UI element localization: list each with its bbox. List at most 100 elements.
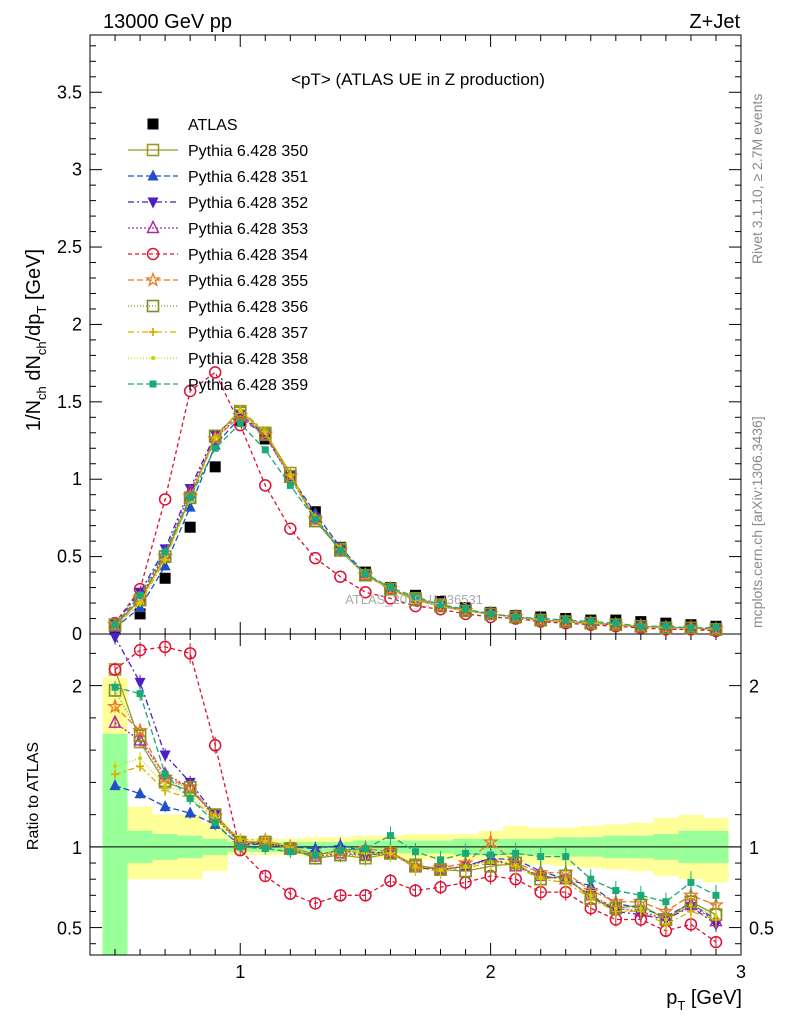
ratio-series-4-point <box>359 889 372 902</box>
ratio-series-1-point <box>109 779 121 791</box>
series-6-point <box>257 425 274 442</box>
ratio-series-8-point <box>563 877 568 882</box>
ratio-series-8-point <box>713 914 718 919</box>
series-10-point <box>512 613 520 621</box>
legend-marker <box>144 271 162 287</box>
series-10-point <box>361 570 369 578</box>
y-tick-label: 2 <box>72 314 82 334</box>
series-5-point <box>183 384 197 398</box>
ratio-series-9-point <box>637 891 645 899</box>
y-tick-label: 1 <box>72 469 82 489</box>
legend-marker <box>147 169 159 181</box>
x-tick-label: 1 <box>235 962 245 982</box>
legend-label: Pythia 6.428 354 <box>188 247 308 264</box>
series-10-point <box>637 622 645 630</box>
series-5-point <box>284 522 297 535</box>
ratio-series-9-point <box>386 832 394 840</box>
series-10-point <box>712 624 720 632</box>
series-2-point <box>159 559 171 571</box>
series-10-point <box>437 601 445 609</box>
ratio-series-8-point <box>663 917 668 922</box>
ratio-y-tick-label: 0.5 <box>57 919 82 939</box>
ratio-series-8-point <box>438 867 443 872</box>
series-5-point <box>359 585 372 599</box>
legend-label: Pythia 6.428 353 <box>188 221 308 238</box>
header-right: Z+Jet <box>689 11 740 33</box>
series-0-point <box>134 608 146 620</box>
header-left: 13000 GeV pp <box>103 11 232 33</box>
ratio-series-7-point <box>111 770 120 779</box>
ratio-series-0-line <box>114 669 717 921</box>
bottom-ylabel: Ratio to ATLAS <box>25 742 42 850</box>
legend-marker <box>146 143 160 157</box>
ratio-series-9-point <box>562 853 570 861</box>
legend-marker <box>147 118 159 130</box>
legend-label: ATLAS <box>188 117 238 134</box>
ratio-series-9-point <box>336 846 344 854</box>
series-10-point <box>136 591 144 599</box>
series-5-point <box>334 570 347 583</box>
ratio-series-9-point <box>236 843 244 851</box>
ratio-series-9-point <box>412 848 419 856</box>
axes-frame: 1 2 3 0 0.5 1 1.5 2 2.5 3 3.5 0.5 0.5 1 1 2 2 <box>57 34 774 982</box>
series-0-point <box>184 521 196 533</box>
series-10-point <box>111 621 119 629</box>
legend-marker <box>149 380 157 388</box>
ratio-y-tick-label: 2 <box>72 677 82 697</box>
ratio-series-9-point <box>286 848 294 856</box>
y-tick-label: 3 <box>72 160 82 180</box>
analysis-watermark: ATLAS_2019_I1736531 <box>345 592 483 607</box>
ratio-series-layer <box>106 629 725 949</box>
ratio-series-9-point <box>211 819 219 827</box>
series-10-point <box>211 444 219 452</box>
series-0-point <box>209 461 221 473</box>
series-7-point <box>459 604 472 618</box>
series-7-point <box>359 568 372 582</box>
ratio-series-4-point <box>208 739 222 752</box>
ratio-series-4-line <box>114 646 717 943</box>
legend-label: Pythia 6.428 357 <box>188 325 308 342</box>
legend: ATLAS Pythia 6.428 350 Pythia 6.428 351 Pyt… <box>128 117 308 394</box>
series-layer <box>106 366 725 638</box>
ratio-series-8-point <box>388 851 393 856</box>
legend-label: Pythia 6.428 356 <box>188 299 308 316</box>
ratio-series-8-point <box>638 906 643 911</box>
series-10-point <box>286 481 294 489</box>
ratio-series-8-point <box>463 864 468 869</box>
series-10-point <box>336 546 344 554</box>
ratio-y-tick-label: 1 <box>72 838 82 858</box>
series-5-point <box>158 493 172 506</box>
ratio-series-1-point <box>134 787 146 799</box>
series-9-point <box>213 435 218 440</box>
legend-label: Pythia 6.428 355 <box>188 273 308 290</box>
series-9-point <box>288 474 293 479</box>
series-10-point <box>261 446 269 454</box>
y-tick-label: 1.5 <box>57 392 82 412</box>
y-tick-label: 3.5 <box>57 82 82 102</box>
ratio-series-9-point <box>161 770 169 778</box>
ratio-series-9-point <box>687 878 695 886</box>
ratio-series-9-point <box>111 683 119 691</box>
series-5-point <box>208 366 222 379</box>
bottom-xlabel: pT [GeV] <box>666 987 742 1013</box>
legend-marker <box>151 356 155 360</box>
legend-marker <box>146 219 160 234</box>
series-7-point <box>534 613 547 627</box>
ratio-series-4-point <box>384 874 397 888</box>
series-10-point <box>687 624 695 632</box>
ratio-y-tick-label-right: 1 <box>749 838 759 858</box>
ratio-series-9-point <box>136 690 144 698</box>
series-9-point <box>138 601 143 606</box>
ratio-series-2-point <box>109 632 121 644</box>
series-10-point <box>587 618 595 626</box>
ratio-series-6-point <box>133 729 147 742</box>
ratio-series-3-point <box>133 732 147 746</box>
ratio-series-9-point <box>712 891 720 899</box>
x-tick-label: 2 <box>486 962 496 982</box>
series-5-point <box>309 551 322 565</box>
ratio-series-9-point <box>437 856 445 864</box>
legend-label: Pythia 6.428 351 <box>188 169 308 186</box>
ratio-series-8-point <box>263 840 268 845</box>
ratio-series-9-point <box>261 845 269 853</box>
